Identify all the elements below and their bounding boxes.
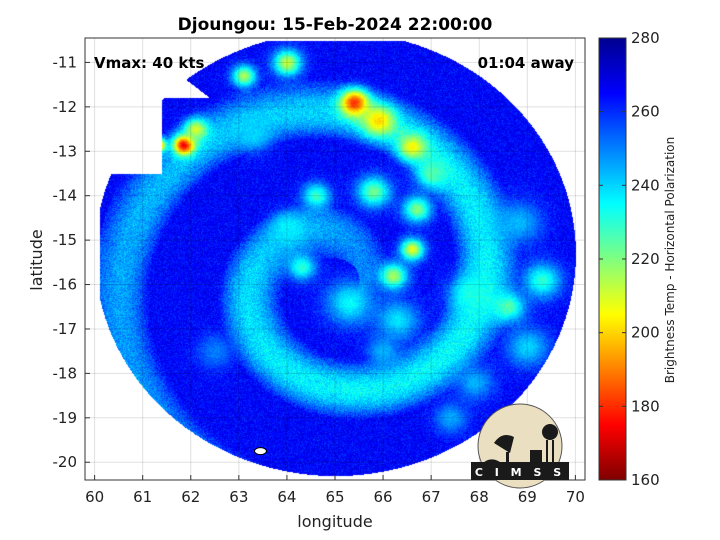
tower-leg-icon (552, 440, 554, 462)
axis-ticks: 60 61 62 63 64 65 66 67 68 69 70 -11 -12 -13 -14 -15 -16… (53, 53, 585, 506)
colorbar-tick-label: 260 (631, 103, 660, 121)
y-tick-label: -11 (53, 53, 78, 71)
x-tick-label: 60 (85, 488, 104, 506)
y-tick-label: -16 (53, 276, 78, 294)
cimss-logo: C I M S S (471, 403, 569, 489)
y-tick-label: -18 (53, 364, 78, 382)
colorbar-tick-label: 160 (631, 471, 660, 489)
cimss-logo-text: C I M S S (475, 466, 565, 479)
x-tick-label: 64 (277, 488, 296, 506)
water-tower-icon (542, 424, 558, 440)
y-tick-label: -20 (53, 453, 78, 471)
y-tick-label: -15 (53, 231, 78, 249)
x-tick-label: 66 (374, 488, 393, 506)
y-axis-label: latitude (27, 229, 46, 290)
dish-stand-icon (506, 452, 509, 462)
y-tick-label: -12 (53, 98, 78, 116)
cimss-logo-banner (471, 462, 569, 480)
colorbar (598, 37, 627, 481)
vmax-annotation: Vmax: 40 kts (94, 54, 204, 72)
x-tick-label: 61 (133, 488, 152, 506)
x-tick-label: 70 (566, 488, 585, 506)
x-tick-label: 69 (518, 488, 537, 506)
storm-position-marker (253, 447, 267, 456)
x-tick-label: 67 (422, 488, 441, 506)
tower-leg-icon (546, 440, 548, 462)
colorbar-tick-label: 180 (631, 397, 660, 415)
y-tick-label: -14 (53, 187, 78, 205)
x-axis-label: longitude (297, 512, 372, 531)
colorbar-ticks: 160 180 200 220 240 260 280 (599, 29, 660, 489)
colorbar-tick-label: 240 (631, 176, 660, 194)
time-away-annotation: 01:04 away (478, 54, 575, 72)
y-tick-label: -19 (53, 409, 78, 427)
x-tick-label: 62 (181, 488, 200, 506)
x-tick-label: 63 (229, 488, 248, 506)
colorbar-tick-label: 220 (631, 250, 660, 268)
colorbar-label: Brightness Temp - Horizontal Polarizatio… (663, 137, 677, 384)
x-tick-label: 65 (325, 488, 344, 506)
y-tick-label: -17 (53, 320, 78, 338)
colorbar-tick-label: 280 (631, 29, 660, 47)
satellite-dish-icon (494, 435, 514, 453)
building-icon (530, 450, 542, 462)
x-tick-label: 68 (470, 488, 489, 506)
chart-title: Djoungou: 15-Feb-2024 22:00:00 (178, 15, 493, 35)
y-tick-label: -13 (53, 142, 78, 160)
colorbar-tick-label: 200 (631, 324, 660, 342)
